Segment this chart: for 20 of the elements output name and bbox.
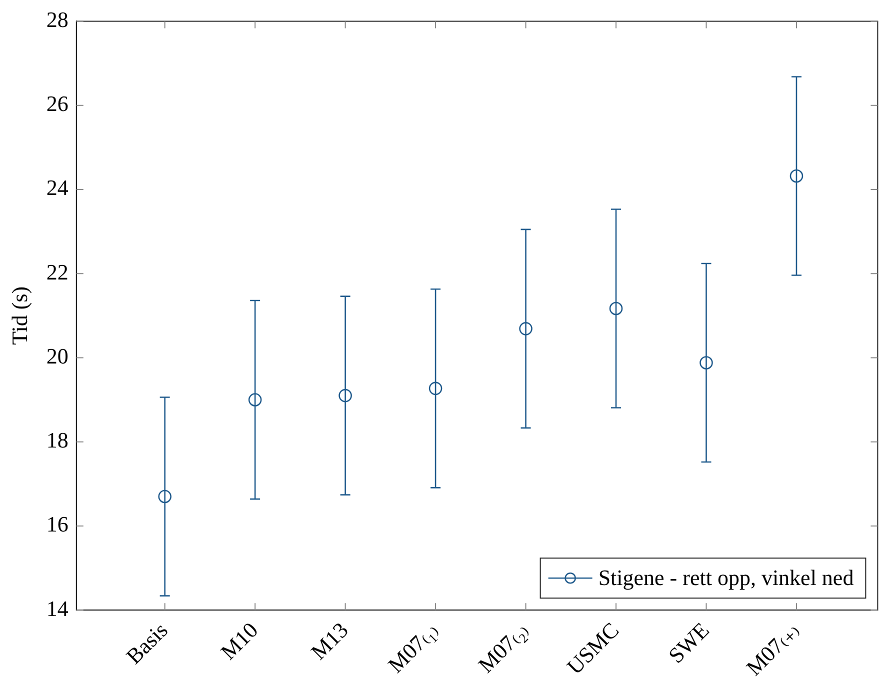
point — [428, 382, 442, 396]
y-tick-label: 28 — [46, 6, 68, 32]
y-tick-label: 18 — [46, 428, 68, 453]
y-tick-label: 22 — [46, 259, 68, 284]
y-tick-label: 20 — [46, 343, 68, 368]
point — [158, 490, 172, 504]
point — [519, 322, 532, 336]
y-tick-label: 14 — [46, 596, 68, 621]
y-tick-label: 24 — [46, 175, 68, 200]
point — [790, 169, 804, 183]
point — [609, 302, 623, 316]
y-tick-label: 16 — [46, 512, 68, 537]
y-tick-label: 26 — [46, 91, 68, 116]
legend-label: Stigene - rett opp, vinkel ned — [598, 564, 854, 590]
point — [248, 393, 262, 406]
x-tick-label: M13 — [306, 617, 353, 664]
point — [700, 356, 713, 370]
y-axis-title: Tid (s) — [6, 286, 32, 345]
x-tick-label: M10 — [216, 617, 263, 664]
point — [338, 388, 352, 402]
